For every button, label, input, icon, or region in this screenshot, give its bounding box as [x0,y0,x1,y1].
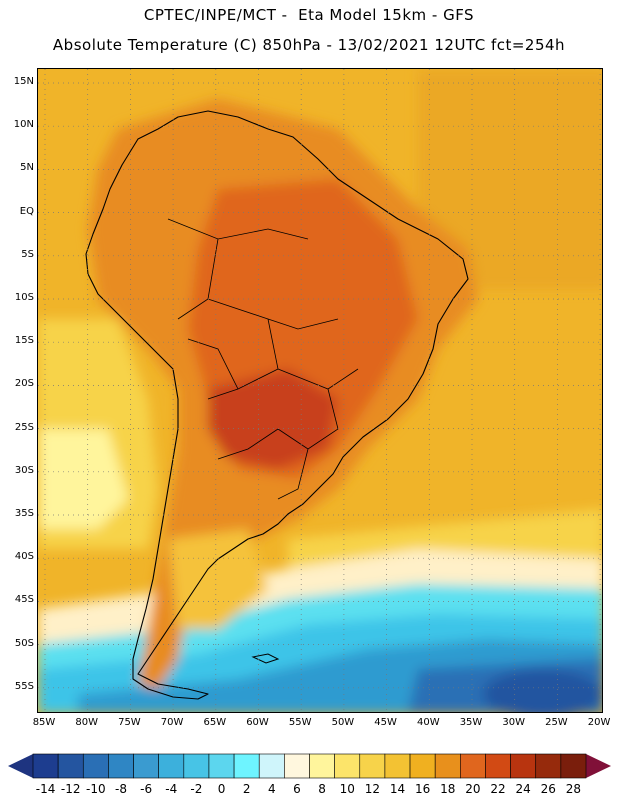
colorbar-box [284,753,310,779]
lon-label: 80W [75,717,98,728]
lat-label: 55S [14,680,34,692]
colorbar-label: 22 [490,782,506,796]
colorbar-box [460,753,486,779]
lat-label: 25S [14,421,34,433]
colorbar-box [158,753,185,779]
colorbar-label: -8 [114,782,127,796]
colorbar-box [258,753,285,779]
lat-label: 15S [14,335,34,347]
colorbar-label: 12 [364,782,380,796]
colorbar-label: -12 [60,782,81,796]
lon-label: 25W [545,717,568,728]
lon-label: 85W [32,717,56,728]
lat-label: 45S [14,594,34,606]
colorbar-box [384,753,411,779]
lat-label: 5N [20,162,34,174]
colorbar-label: 20 [465,782,481,796]
colorbar-box [233,753,260,779]
lat-label: 15N [13,76,34,87]
colorbar-box [57,753,84,779]
lat-label: 40S [14,551,34,563]
colorbar-boxes [32,753,587,779]
lat-label: 30S [14,464,34,476]
map-subtitle: Absolute Temperature (C) 850hPa - 13/02/… [52,36,566,54]
lon-label: 20W [587,717,611,728]
lat-label: 20S [14,378,34,390]
colorbar-label: 28 [565,782,582,796]
colorbar-label: -14 [35,782,56,796]
colorbar-box [133,753,159,779]
colorbar-label: -10 [86,782,106,796]
south-america-coastline [85,110,469,700]
lat-label: 50S [14,637,34,649]
colorbar-label: 6 [293,782,301,796]
colorbar-box [560,753,587,779]
pacific-pale-area [38,429,128,529]
colorbar-box [359,753,386,779]
colorbar-box [108,753,134,779]
lon-label: 60W [246,717,269,728]
colorbar-under-arrow [8,754,33,778]
lon-label: 30W [502,717,525,728]
lon-label: 65W [203,717,227,728]
lon-label: 45W [374,717,397,728]
colorbar-label: 4 [267,782,276,796]
colorbar-box [183,753,210,779]
colorbar-box [434,753,461,779]
colorbar-box [82,753,109,779]
color-scale-bar [8,753,611,779]
colorbar-label: 14 [389,782,406,796]
colorbar-label: -6 [140,782,153,796]
lon-label: 55W [288,717,312,728]
lat-label: 5S [21,248,34,260]
lat-label: 10S [14,292,34,303]
colorbar-label: 0 [217,782,226,796]
colorbar-label: -2 [190,782,203,796]
lon-label: 40W [416,717,440,728]
hot-core-chaco [208,369,338,469]
colorbar-box [32,753,59,779]
colorbar-box [334,753,361,779]
colorbar-label: 10 [339,782,355,796]
colorbar-box [309,753,335,779]
patagonia-field [168,529,268,629]
colorbar-box [409,753,436,779]
colorbar-label: 18 [440,782,456,796]
lon-label: 70W [160,717,184,728]
map-panel [37,68,603,713]
lon-label: 35W [459,717,483,728]
colorbar-label: 26 [540,782,556,796]
colorbar-box [485,753,511,779]
colorbar-over-arrow [586,754,611,778]
falkland-islands [251,653,280,664]
colorbar-label: 8 [318,782,326,796]
lon-label: 75W [118,717,141,728]
temperature-map [38,69,602,712]
lat-label: 35S [14,508,34,519]
colorbar-label: 24 [515,782,531,796]
colorbar-box [208,753,235,779]
lat-label: EQ [19,205,34,217]
map-title: CPTEC/INPE/MCT - Eta Model 15km - GFS [143,6,475,24]
colorbar-box [510,753,537,779]
colorbar-box [535,753,562,779]
colorbar-label: 2 [242,782,251,796]
colorbar-label: 16 [414,782,431,796]
lon-label: 50W [331,717,355,728]
cold-core [483,669,602,712]
lat-label: 10N [13,119,34,131]
colorbar-label: -4 [165,782,178,796]
